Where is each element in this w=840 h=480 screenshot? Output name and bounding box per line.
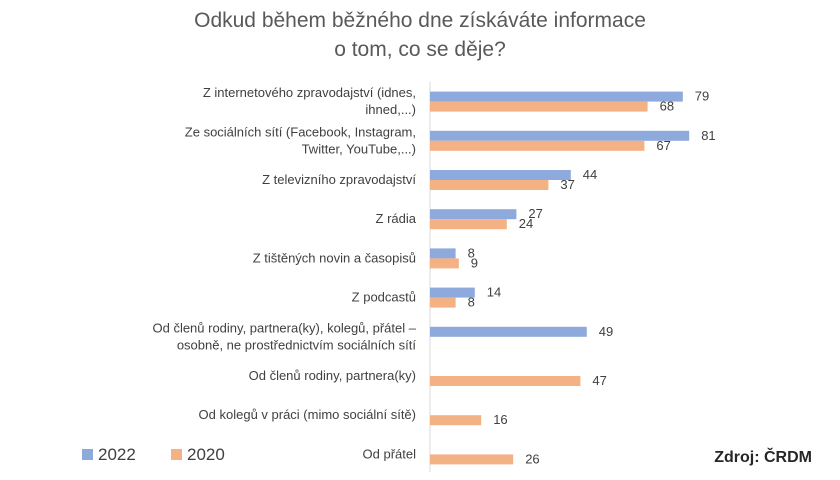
value-label-2022: 81	[701, 128, 715, 143]
category-label: Z televizního zpravodajství	[262, 172, 416, 187]
value-label-2020: 24	[519, 216, 533, 231]
value-label-2022: 44	[583, 167, 597, 182]
category-label: Od členů rodiny, partnera(ky)	[249, 368, 416, 383]
bar-2020	[430, 219, 507, 230]
bar-2020	[430, 258, 459, 269]
bar-2020	[430, 454, 514, 465]
bar-2022	[430, 326, 587, 337]
category-label: Od přátel	[363, 446, 417, 461]
bar-2022	[430, 130, 690, 141]
chart-title-line-1: Odkud během běžného dne získáváte inform…	[194, 9, 646, 32]
chart-title-line-2: o tom, co se děje?	[334, 38, 506, 61]
category-label: osobně, ne prostřednictvím sociálních sí…	[177, 337, 417, 352]
legend-swatch-2022	[82, 449, 93, 460]
bar-2020	[430, 140, 645, 151]
category-label: Twitter, YouTube,...)	[302, 141, 416, 156]
value-label-2020: 37	[560, 177, 574, 192]
bar-2020	[430, 415, 482, 426]
category-label: Z tištěných novin a časopisů	[253, 250, 416, 265]
category-label: Ze sociálních sítí (Facebook, Instagram,	[185, 124, 416, 139]
bar-2022	[430, 209, 517, 220]
bar-2020	[430, 297, 456, 308]
source-note: Zdroj: ČRDM	[714, 447, 812, 466]
value-label-2020: 16	[493, 412, 507, 427]
legend-label-2020: 2020	[187, 445, 225, 464]
category-label: Z podcastů	[352, 290, 416, 305]
category-label: Od členů rodiny, partnera(ky), kolegů, p…	[152, 320, 416, 335]
value-label-2022: 27	[528, 206, 542, 221]
value-label-2022: 14	[487, 285, 501, 300]
legend-swatch-2020	[171, 449, 182, 460]
category-label: ihned,...)	[365, 102, 416, 117]
category-label: Od kolegů v práci (mimo sociální sítě)	[199, 407, 416, 422]
bar-2020	[430, 101, 648, 112]
category-label: Z rádia	[376, 211, 417, 226]
value-label-2022: 49	[599, 324, 613, 339]
bar-2020	[430, 376, 581, 386]
value-label-2022: 79	[695, 89, 709, 104]
value-label-2020: 26	[525, 451, 539, 466]
value-label-2020: 9	[471, 255, 478, 270]
value-label-2022: 8	[468, 245, 475, 260]
legend-label-2022: 2022	[98, 445, 136, 464]
category-labels-group: Z internetového zpravodajství (idnes, ihn…	[152, 85, 416, 461]
value-label-2020: 68	[660, 99, 674, 114]
bar-2022	[430, 170, 571, 180]
value-label-2020: 47	[592, 373, 606, 388]
bar-2022	[430, 91, 683, 102]
bar-2022	[430, 287, 475, 298]
legend: 2022 2020	[82, 445, 225, 464]
bar-2020	[430, 180, 549, 190]
value-label-2020: 8	[468, 295, 475, 310]
category-label: Z internetového zpravodajství (idnes,	[203, 85, 416, 100]
bar-2022	[430, 248, 456, 259]
value-label-2020: 67	[656, 138, 670, 153]
